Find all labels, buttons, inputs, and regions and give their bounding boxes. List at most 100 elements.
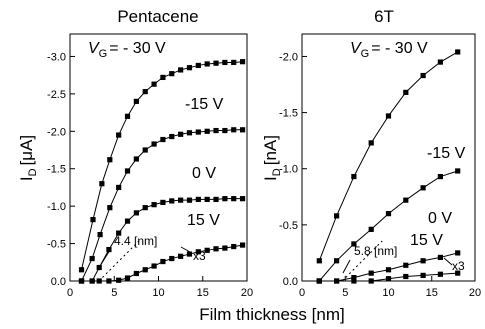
- pentacene-title: Pentacene: [117, 7, 198, 26]
- 6t-x-tick-label: 15: [426, 287, 438, 299]
- 6t-data-point: [455, 250, 461, 256]
- 6t-data-point: [420, 258, 426, 264]
- pentacene-x3-pointer: [180, 246, 191, 253]
- pentacene-0v-label: 0 V: [192, 165, 216, 182]
- 6t-thickness-label: 5.8 [nm]: [354, 244, 397, 258]
- pentacene-data-point: [124, 113, 131, 119]
- 6t-data-point: [351, 275, 357, 281]
- 6t-annotations: VG = - 30 V -15 V 0 V 15 V 5.8 [nm] x3: [342, 40, 466, 274]
- pentacene-data-point: [178, 197, 184, 203]
- pentacene-data-point: [204, 128, 210, 134]
- pentacene-data-point: [116, 277, 122, 283]
- pentacene-data-point: [213, 60, 219, 66]
- pentacene-y-tick-label: -2.5: [47, 89, 66, 101]
- pentacene-y-axis-label: ID[μA]: [17, 135, 39, 181]
- 6t-y-tick-label: -2.0: [279, 51, 298, 63]
- pentacene-data-point: [222, 59, 228, 66]
- 6t-data-point: [368, 226, 374, 232]
- 6t-data-point: [351, 241, 357, 247]
- 6t-data-point: [368, 270, 374, 276]
- pentacene-data-point: [78, 267, 85, 273]
- 6t-minus15v-label: -15 V: [427, 145, 466, 162]
- pentacene-data-point: [186, 65, 193, 71]
- 6t-data-point: [437, 271, 443, 277]
- 6t-data-point: [316, 258, 322, 264]
- 6t-x-tick-label: 20: [469, 287, 481, 299]
- pentacene-data-point: [124, 218, 131, 224]
- 6t-data-point: [437, 173, 443, 180]
- 6t-data-point: [334, 258, 340, 264]
- 6t-x-tick-label: 0: [299, 287, 305, 299]
- 6t-data-point: [334, 278, 340, 284]
- 6t-x3-label: x3: [452, 259, 465, 273]
- 6t-y-tick-label: -1.5: [279, 108, 298, 120]
- 6t-data-point: [420, 185, 426, 191]
- 6t-title: 6T: [374, 7, 394, 26]
- pentacene-data-point: [186, 130, 193, 136]
- pentacene-data-point: [151, 81, 157, 87]
- pentacene-data-point: [116, 132, 122, 138]
- pentacene-y-tick-label-zero: 0.0: [51, 276, 66, 288]
- pentacene-series-line-0: [81, 61, 243, 270]
- 6t-data-point: [316, 278, 322, 284]
- pentacene-data-point: [195, 196, 201, 203]
- pentacene-data-point: [231, 59, 237, 66]
- pentacene-data-point: [97, 231, 103, 238]
- pentacene-minus15v-label: -15 V: [185, 96, 224, 113]
- pentacene-x-tick-label: 5: [111, 287, 117, 299]
- 6t-data-point: [385, 276, 392, 282]
- pentacene-data-point: [124, 168, 131, 174]
- 6t-y-ticks: -0.5 -1.0 -1.5 -2.0 0.0: [279, 51, 307, 288]
- pentacene-series-line-1: [81, 129, 243, 282]
- 6t-data-point: [368, 278, 374, 284]
- pentacene-data-point: [239, 59, 246, 65]
- pentacene-data-point: [160, 136, 166, 143]
- pentacene-data-point: [142, 89, 148, 95]
- 6t-thickness-pointer: [342, 259, 351, 274]
- pentacene-data-point: [160, 199, 166, 206]
- pentacene-data-point: [89, 255, 95, 262]
- pentacene-data-point: [169, 133, 175, 140]
- 6t-data-point: [455, 49, 461, 55]
- pentacene-15v-label: 15 V: [187, 212, 220, 229]
- pentacene-data-point: [133, 210, 139, 216]
- 6t-series: [316, 49, 461, 284]
- pentacene-vg-label: VG = - 30 V: [88, 40, 166, 60]
- 6t-x-tick-label: 5: [342, 287, 348, 299]
- pentacene-data-point: [186, 197, 193, 203]
- pentacene-x-tick-label: 0: [67, 287, 73, 299]
- pentacene-data-point: [195, 129, 201, 135]
- pentacene-data-point: [231, 196, 237, 202]
- pentacene-data-point: [90, 217, 96, 223]
- pentacene-data-point: [222, 245, 228, 251]
- pentacene-data-point: [204, 247, 210, 253]
- pentacene-data-point: [222, 196, 228, 202]
- pentacene-y-tick-label: -0.5: [47, 239, 66, 251]
- pentacene-data-point: [239, 196, 246, 202]
- 6t-data-point: [403, 262, 409, 268]
- pentacene-data-point: [133, 98, 139, 104]
- 6t-data-point: [368, 140, 374, 146]
- 6t-data-point: [351, 278, 357, 284]
- 6t-data-point: [437, 254, 443, 261]
- 6t-data-point: [403, 89, 409, 95]
- pentacene-data-point: [89, 278, 95, 284]
- x-axis-label: Film thickness [nm]: [199, 305, 344, 324]
- 6t-x3-pointer: [443, 257, 453, 266]
- pentacene-data-point: [116, 184, 122, 191]
- pentacene-data-point: [186, 251, 193, 257]
- 6t-data-point: [420, 272, 426, 278]
- pentacene-data-point: [222, 127, 228, 134]
- pentacene-data-point: [239, 127, 246, 133]
- 6t-data-point: [455, 270, 461, 276]
- pentacene-y-ticks: -0.5 -1.0 -1.5 -2.0 -2.5 -3.0 0.0: [47, 51, 75, 288]
- pentacene-data-point: [213, 127, 219, 134]
- pentacene-data-point: [142, 267, 148, 273]
- pentacene-data-point: [213, 246, 219, 252]
- 6t-panel: 6T -0.5 -1.0 -1.5 -2.0 0.0 0 5 10 15 20 VG = - 30…: [261, 7, 481, 299]
- pentacene-annotations: VG = - 30 V -15 V 0 V 15 V 4.4 [nm] x3: [88, 40, 224, 267]
- pentacene-data-point: [231, 243, 237, 250]
- pentacene-data-point: [178, 253, 184, 259]
- pentacene-x-tick-label: 10: [152, 287, 164, 299]
- pentacene-data-point: [151, 263, 157, 269]
